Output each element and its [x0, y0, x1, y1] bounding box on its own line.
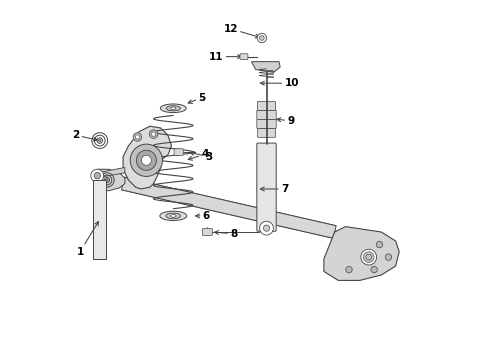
Circle shape [264, 225, 270, 231]
Circle shape [260, 221, 273, 235]
Circle shape [376, 241, 383, 248]
Ellipse shape [166, 106, 180, 111]
Polygon shape [94, 167, 125, 178]
Circle shape [98, 139, 101, 142]
Circle shape [257, 33, 267, 42]
FancyBboxPatch shape [257, 102, 275, 111]
Text: 12: 12 [223, 24, 259, 38]
Circle shape [136, 150, 156, 170]
Polygon shape [123, 126, 172, 189]
Polygon shape [324, 226, 399, 280]
Circle shape [133, 133, 142, 141]
Circle shape [361, 249, 377, 265]
Text: 6: 6 [196, 211, 210, 221]
Text: 1: 1 [76, 222, 98, 257]
Polygon shape [122, 177, 336, 238]
Circle shape [371, 266, 377, 273]
Circle shape [91, 169, 104, 182]
Ellipse shape [171, 107, 176, 109]
FancyBboxPatch shape [257, 110, 276, 120]
Text: 10: 10 [261, 78, 299, 88]
Circle shape [260, 36, 264, 40]
Circle shape [366, 254, 371, 260]
FancyBboxPatch shape [257, 128, 275, 137]
Polygon shape [251, 62, 280, 72]
FancyBboxPatch shape [257, 143, 276, 231]
Circle shape [135, 135, 140, 139]
Ellipse shape [160, 104, 186, 113]
Text: 3: 3 [190, 152, 213, 162]
FancyBboxPatch shape [202, 229, 212, 235]
FancyBboxPatch shape [257, 119, 276, 129]
Circle shape [94, 172, 100, 179]
Circle shape [385, 254, 392, 260]
Ellipse shape [166, 213, 181, 219]
Circle shape [151, 132, 156, 136]
Circle shape [106, 179, 108, 181]
Circle shape [141, 155, 151, 165]
Circle shape [364, 252, 374, 262]
FancyBboxPatch shape [174, 149, 183, 155]
FancyBboxPatch shape [240, 54, 248, 59]
Text: 2: 2 [72, 130, 98, 141]
Ellipse shape [160, 211, 187, 221]
Text: 9: 9 [277, 116, 294, 126]
Text: 5: 5 [188, 93, 206, 103]
Circle shape [149, 130, 158, 138]
Circle shape [346, 266, 352, 273]
Circle shape [130, 144, 163, 176]
Bar [93, 180, 106, 259]
Polygon shape [95, 169, 125, 191]
Ellipse shape [171, 215, 176, 217]
Text: 4: 4 [188, 149, 209, 160]
Text: 8: 8 [215, 229, 237, 239]
Text: 11: 11 [209, 51, 242, 62]
Text: 7: 7 [261, 184, 288, 194]
